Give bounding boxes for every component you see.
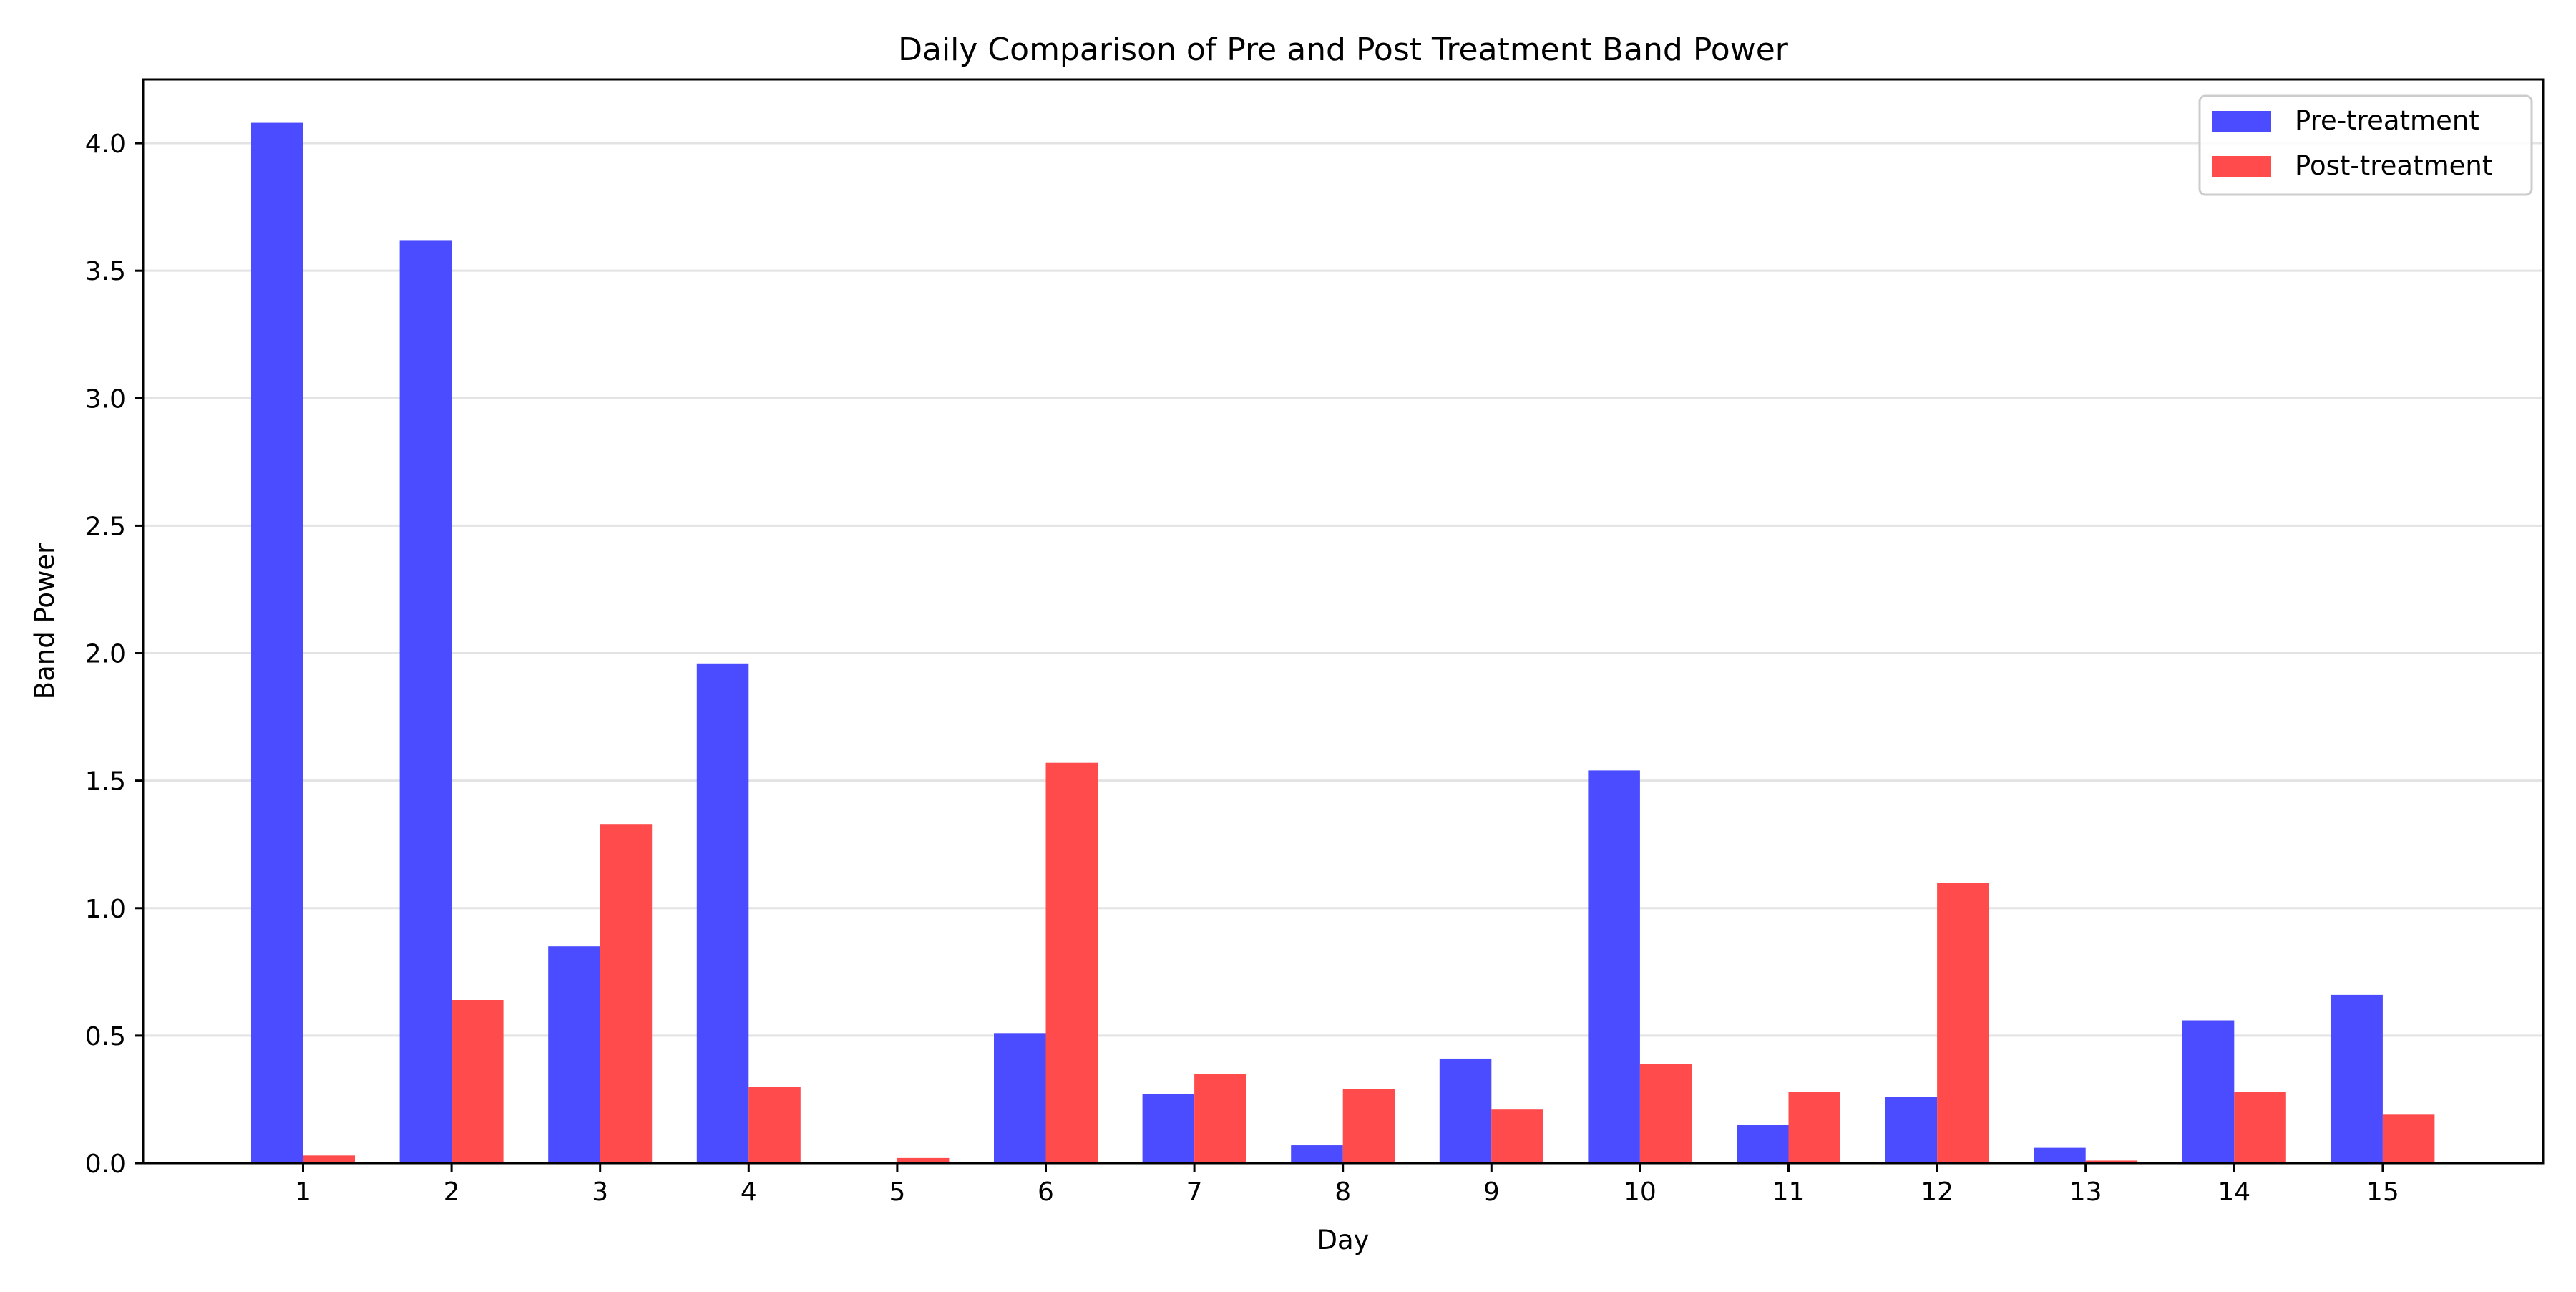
bar-pre-treatment-day-9 — [1439, 1058, 1492, 1163]
x-tick-label: 12 — [1921, 1177, 1953, 1207]
x-tick-label: 14 — [2218, 1177, 2250, 1207]
bar-post-treatment-day-4 — [748, 1087, 801, 1163]
bar-pre-treatment-day-3 — [548, 946, 600, 1163]
y-tick-label: 0.0 — [85, 1150, 126, 1179]
bar-pre-treatment-day-2 — [399, 240, 452, 1163]
bar-post-treatment-day-3 — [600, 824, 653, 1163]
legend-label-post-treatment: Post-treatment — [2295, 150, 2492, 181]
x-tick-label: 13 — [2069, 1177, 2102, 1207]
x-tick-label: 5 — [889, 1177, 905, 1207]
x-axis-title: Day — [1317, 1225, 1369, 1255]
x-tick-label: 15 — [2366, 1177, 2399, 1207]
bar-post-treatment-day-10 — [1639, 1064, 1692, 1163]
y-tick-label: 3.5 — [85, 257, 126, 286]
x-axis-ticks: 1 2 3 4 5 6 7 8 9 10 11 12 13 14 15 — [295, 1163, 2399, 1207]
x-tick-label: 1 — [295, 1177, 311, 1207]
legend-label-pre-treatment: Pre-treatment — [2295, 105, 2479, 136]
bar-pre-treatment-day-14 — [2182, 1020, 2235, 1163]
y-axis-ticks: 0.0 0.5 1.0 1.5 2.0 2.5 3.0 3.5 4.0 — [85, 130, 143, 1179]
bar-pre-treatment-day-13 — [2034, 1147, 2086, 1163]
y-tick-label: 2.5 — [85, 512, 126, 541]
bar-pre-treatment-day-4 — [696, 663, 749, 1163]
bar-post-treatment-day-5 — [897, 1157, 950, 1163]
bar-post-treatment-day-9 — [1491, 1109, 1543, 1163]
chart-title: Daily Comparison of Pre and Post Treatme… — [898, 31, 1789, 68]
bar-post-treatment-day-2 — [452, 1000, 504, 1163]
y-axis-title: Band Power — [29, 543, 60, 699]
grid-lines — [143, 142, 2543, 1165]
bar-post-treatment-day-1 — [303, 1155, 355, 1163]
x-tick-label: 6 — [1038, 1177, 1054, 1207]
legend-swatch-post-treatment — [2212, 156, 2271, 177]
legend: Pre-treatment Post-treatment — [2198, 94, 2533, 196]
y-tick-label: 0.5 — [85, 1022, 126, 1051]
bar-pre-treatment-day-15 — [2331, 994, 2383, 1163]
bar-post-treatment-day-11 — [1788, 1092, 1840, 1163]
x-tick-label: 9 — [1483, 1177, 1500, 1207]
y-tick-label: 4.0 — [85, 130, 126, 159]
bar-post-treatment-day-8 — [1342, 1089, 1395, 1163]
bars — [251, 122, 2435, 1163]
y-tick-label: 1.5 — [85, 767, 126, 797]
x-tick-label: 10 — [1624, 1177, 1657, 1207]
bar-pre-treatment-day-7 — [1142, 1094, 1195, 1163]
bar-pre-treatment-day-11 — [1737, 1125, 1789, 1163]
y-tick-label: 1.0 — [85, 895, 126, 924]
legend-swatch-pre-treatment — [2212, 111, 2271, 132]
y-tick-label: 2.0 — [85, 640, 126, 669]
x-tick-label: 11 — [1772, 1177, 1805, 1207]
bar-post-treatment-day-12 — [1937, 883, 1989, 1163]
x-tick-label: 3 — [592, 1177, 608, 1207]
bar-pre-treatment-day-1 — [251, 122, 303, 1163]
bar-pre-treatment-day-12 — [1885, 1097, 1938, 1163]
bar-post-treatment-day-13 — [2085, 1160, 2138, 1163]
y-tick-label: 3.0 — [85, 384, 126, 414]
x-tick-label: 7 — [1186, 1177, 1203, 1207]
bar-post-treatment-day-14 — [2234, 1092, 2286, 1163]
bar-post-treatment-day-15 — [2382, 1114, 2435, 1163]
legend-box — [2198, 94, 2533, 196]
bar-post-treatment-day-6 — [1045, 762, 1098, 1163]
bar-pre-treatment-day-6 — [994, 1033, 1046, 1163]
bar-post-treatment-day-7 — [1194, 1074, 1246, 1163]
bar-pre-treatment-day-8 — [1291, 1145, 1343, 1163]
x-tick-label: 8 — [1335, 1177, 1351, 1207]
x-tick-label: 2 — [444, 1177, 460, 1207]
x-tick-label: 4 — [741, 1177, 757, 1207]
bar-pre-treatment-day-10 — [1588, 770, 1640, 1163]
